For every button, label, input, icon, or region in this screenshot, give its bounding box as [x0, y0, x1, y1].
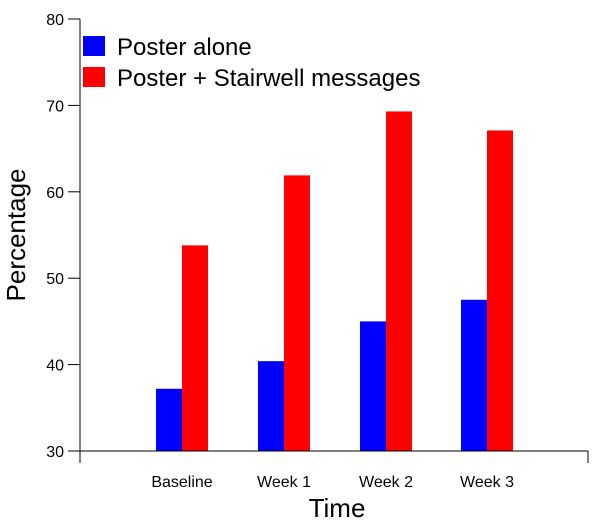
bar-poster-stairwell-week-1	[284, 175, 310, 451]
y-tick-label-50: 50	[46, 271, 64, 288]
y-tick-label-80: 80	[46, 12, 64, 29]
legend: Poster alone Poster + Stairwell messages	[83, 34, 420, 92]
x-axis-title: Time	[309, 493, 366, 523]
x-tick-label-week-1: Week 1	[257, 474, 311, 491]
axes-group: 30 40 50 60 70 80 Baseline Week 1 Week 2 Week 3	[46, 12, 589, 491]
bar-poster-alone-baseline	[156, 388, 182, 451]
bar-poster-alone-week-1	[258, 361, 284, 451]
bar-poster-alone-week-3	[461, 299, 487, 451]
legend-label-poster-alone: Poster alone	[117, 34, 252, 61]
legend-swatch-poster-stairwell	[83, 67, 105, 87]
bars-group	[156, 111, 513, 451]
y-tick-label-40: 40	[46, 358, 64, 375]
y-tick-label-60: 60	[46, 185, 64, 202]
bar-poster-alone-week-2	[360, 321, 386, 451]
bar-poster-stairwell-week-3	[487, 130, 513, 451]
y-tick-label-30: 30	[46, 444, 64, 461]
bar-poster-stairwell-week-2	[386, 111, 412, 451]
x-tick-label-week-3: Week 3	[460, 474, 514, 491]
bar-poster-stairwell-baseline	[182, 245, 208, 451]
x-tick-label-week-2: Week 2	[359, 474, 413, 491]
legend-label-poster-stairwell: Poster + Stairwell messages	[117, 65, 420, 92]
x-tick-label-baseline: Baseline	[151, 474, 212, 491]
legend-swatch-poster-alone	[83, 36, 105, 56]
y-axis-title: Percentage	[1, 169, 31, 302]
y-tick-label-70: 70	[46, 98, 64, 115]
